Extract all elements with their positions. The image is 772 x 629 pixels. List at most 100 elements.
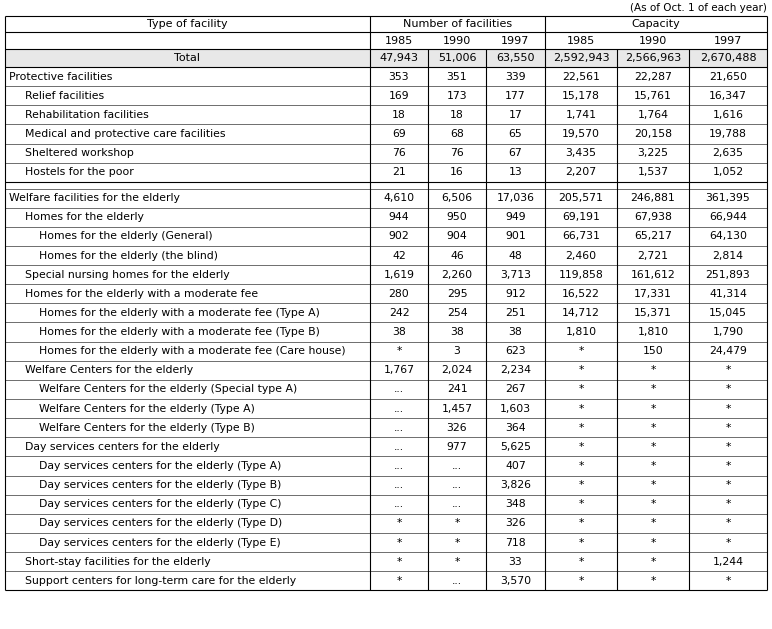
Text: ...: ... (452, 480, 462, 490)
Text: ...: ... (394, 480, 404, 490)
Text: 3,826: 3,826 (500, 480, 531, 490)
Text: Welfare Centers for the elderly (Type A): Welfare Centers for the elderly (Type A) (39, 404, 255, 414)
Text: *: * (578, 365, 584, 376)
Text: Sheltered workshop: Sheltered workshop (25, 148, 134, 158)
Text: ...: ... (452, 499, 462, 509)
Text: *: * (726, 442, 730, 452)
Text: 977: 977 (447, 442, 467, 452)
Text: 326: 326 (447, 423, 467, 433)
Text: 16,522: 16,522 (562, 289, 600, 299)
Text: 2,024: 2,024 (442, 365, 472, 376)
Text: 944: 944 (388, 212, 409, 222)
Text: 1,741: 1,741 (566, 110, 597, 120)
Text: *: * (396, 538, 401, 548)
Text: 1997: 1997 (501, 35, 530, 45)
Text: 51,006: 51,006 (438, 53, 476, 63)
Text: 2,721: 2,721 (638, 250, 669, 260)
Text: 1,457: 1,457 (442, 404, 472, 414)
Text: *: * (650, 518, 655, 528)
Text: Welfare Centers for the elderly (Special type A): Welfare Centers for the elderly (Special… (39, 384, 297, 394)
Text: *: * (578, 423, 584, 433)
Text: 246,881: 246,881 (631, 193, 676, 203)
Text: 1985: 1985 (567, 35, 595, 45)
Text: 267: 267 (505, 384, 526, 394)
Text: *: * (650, 499, 655, 509)
Text: *: * (726, 518, 730, 528)
Text: 169: 169 (388, 91, 409, 101)
Text: *: * (578, 557, 584, 567)
Text: ...: ... (452, 461, 462, 471)
Text: *: * (396, 557, 401, 567)
Text: 177: 177 (505, 91, 526, 101)
Text: 1990: 1990 (639, 35, 667, 45)
Text: *: * (578, 576, 584, 586)
Text: 6,506: 6,506 (442, 193, 472, 203)
Text: 48: 48 (509, 250, 523, 260)
Text: *: * (650, 423, 655, 433)
Text: 1,790: 1,790 (713, 327, 743, 337)
Text: 1,619: 1,619 (384, 270, 415, 280)
Text: *: * (454, 538, 459, 548)
Text: 38: 38 (450, 327, 464, 337)
Text: *: * (726, 423, 730, 433)
Text: 718: 718 (505, 538, 526, 548)
Text: *: * (578, 461, 584, 471)
Text: 66,731: 66,731 (562, 231, 600, 242)
Text: 902: 902 (388, 231, 409, 242)
Text: 326: 326 (505, 518, 526, 528)
Text: 20,158: 20,158 (634, 129, 672, 139)
Text: 67: 67 (509, 148, 523, 158)
Text: 17,331: 17,331 (634, 289, 672, 299)
Text: *: * (650, 576, 655, 586)
Text: 38: 38 (392, 327, 406, 337)
Text: Day services centers for the elderly: Day services centers for the elderly (25, 442, 219, 452)
Text: 1,767: 1,767 (384, 365, 415, 376)
Text: 912: 912 (505, 289, 526, 299)
Text: 1997: 1997 (714, 35, 742, 45)
Text: 119,858: 119,858 (559, 270, 604, 280)
Text: Welfare Centers for the elderly (Type B): Welfare Centers for the elderly (Type B) (39, 423, 255, 433)
Text: Medical and protective care facilities: Medical and protective care facilities (25, 129, 225, 139)
Text: 1,244: 1,244 (713, 557, 743, 567)
Bar (5, 49, 767, 67)
Text: Homes for the elderly with a moderate fee (Type B): Homes for the elderly with a moderate fe… (39, 327, 320, 337)
Text: 22,287: 22,287 (634, 72, 672, 82)
Text: Support centers for long-term care for the elderly: Support centers for long-term care for t… (25, 576, 296, 586)
Text: ...: ... (394, 499, 404, 509)
Text: 67,938: 67,938 (634, 212, 672, 222)
Text: 63,550: 63,550 (496, 53, 535, 63)
Text: 15,178: 15,178 (562, 91, 600, 101)
Text: 280: 280 (388, 289, 409, 299)
Text: *: * (578, 538, 584, 548)
Text: 17: 17 (509, 110, 523, 120)
Text: 3,225: 3,225 (638, 148, 669, 158)
Text: 4,610: 4,610 (384, 193, 415, 203)
Text: 65,217: 65,217 (634, 231, 672, 242)
Text: *: * (578, 346, 584, 356)
Text: Hostels for the poor: Hostels for the poor (25, 167, 134, 177)
Text: 76: 76 (450, 148, 464, 158)
Text: *: * (578, 384, 584, 394)
Text: 1985: 1985 (385, 35, 413, 45)
Text: *: * (396, 346, 401, 356)
Text: 65: 65 (509, 129, 523, 139)
Text: *: * (650, 538, 655, 548)
Text: 2,592,943: 2,592,943 (553, 53, 609, 63)
Text: 69,191: 69,191 (562, 212, 600, 222)
Text: *: * (650, 404, 655, 414)
Text: 69: 69 (392, 129, 406, 139)
Text: *: * (650, 365, 655, 376)
Text: *: * (578, 518, 584, 528)
Text: 19,788: 19,788 (709, 129, 747, 139)
Text: 1,616: 1,616 (713, 110, 743, 120)
Text: Homes for the elderly: Homes for the elderly (25, 212, 144, 222)
Text: 2,207: 2,207 (565, 167, 597, 177)
Text: 15,371: 15,371 (634, 308, 672, 318)
Text: Capacity: Capacity (631, 19, 680, 29)
Text: 161,612: 161,612 (631, 270, 676, 280)
Text: 1,603: 1,603 (500, 404, 531, 414)
Text: 64,130: 64,130 (709, 231, 747, 242)
Text: 76: 76 (392, 148, 406, 158)
Text: 13: 13 (509, 167, 523, 177)
Text: *: * (726, 461, 730, 471)
